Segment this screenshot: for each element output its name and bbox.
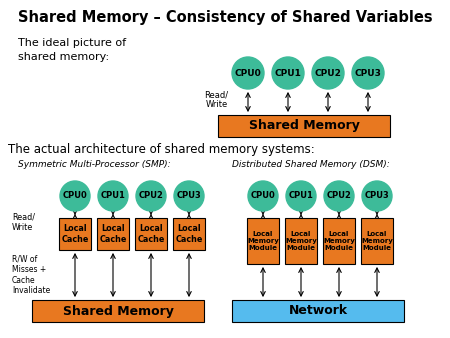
Bar [247, 218, 279, 264]
Bar [173, 218, 205, 250]
Bar [32, 300, 204, 322]
Text: CPU2: CPU2 [327, 192, 351, 200]
Circle shape [98, 181, 128, 211]
Bar [323, 218, 355, 264]
Text: Distributed Shared Memory (DSM):: Distributed Shared Memory (DSM): [232, 160, 390, 169]
Circle shape [232, 57, 264, 89]
Text: Local
Memory
Module: Local Memory Module [323, 231, 355, 251]
Circle shape [60, 181, 90, 211]
Text: Shared Memory: Shared Memory [63, 305, 173, 317]
Text: Read/
Write: Read/ Write [12, 213, 35, 233]
Text: CPU3: CPU3 [364, 192, 389, 200]
Circle shape [272, 57, 304, 89]
Text: CPU0: CPU0 [234, 69, 261, 77]
Text: Local
Cache: Local Cache [137, 224, 165, 244]
Text: Shared Memory – Consistency of Shared Variables: Shared Memory – Consistency of Shared Va… [18, 10, 432, 25]
Circle shape [312, 57, 344, 89]
Bar [97, 218, 129, 250]
Circle shape [324, 181, 354, 211]
Text: Local
Memory
Module: Local Memory Module [285, 231, 317, 251]
Text: R/W of
Misses +
Cache
Invalidate: R/W of Misses + Cache Invalidate [12, 255, 50, 295]
Text: Local
Cache: Local Cache [176, 224, 202, 244]
Text: Local
Cache: Local Cache [99, 224, 127, 244]
Bar [361, 218, 393, 264]
Text: Read/
Write: Read/ Write [204, 90, 228, 110]
Text: shared memory:: shared memory: [18, 52, 109, 62]
Text: CPU1: CPU1 [288, 192, 314, 200]
Bar [232, 300, 404, 322]
Text: CPU0: CPU0 [63, 192, 87, 200]
Circle shape [362, 181, 392, 211]
Text: Network: Network [288, 305, 347, 317]
Text: CPU3: CPU3 [176, 192, 202, 200]
Text: CPU1: CPU1 [100, 192, 126, 200]
Text: CPU3: CPU3 [355, 69, 382, 77]
Circle shape [136, 181, 166, 211]
Bar [59, 218, 91, 250]
Text: Local
Cache: Local Cache [61, 224, 89, 244]
Circle shape [352, 57, 384, 89]
Bar [218, 115, 390, 137]
Circle shape [174, 181, 204, 211]
Text: CPU2: CPU2 [139, 192, 163, 200]
Text: The actual architecture of shared memory systems:: The actual architecture of shared memory… [8, 143, 315, 156]
Circle shape [286, 181, 316, 211]
Circle shape [248, 181, 278, 211]
Text: Local
Memory
Module: Local Memory Module [361, 231, 393, 251]
Text: Shared Memory: Shared Memory [248, 120, 360, 132]
Text: The ideal picture of: The ideal picture of [18, 38, 126, 48]
Bar [135, 218, 167, 250]
Text: Symmetric Multi-Processor (SMP):: Symmetric Multi-Processor (SMP): [18, 160, 171, 169]
Text: CPU0: CPU0 [251, 192, 275, 200]
Text: CPU1: CPU1 [274, 69, 302, 77]
Text: Local
Memory
Module: Local Memory Module [247, 231, 279, 251]
Text: CPU2: CPU2 [315, 69, 342, 77]
Bar [285, 218, 317, 264]
